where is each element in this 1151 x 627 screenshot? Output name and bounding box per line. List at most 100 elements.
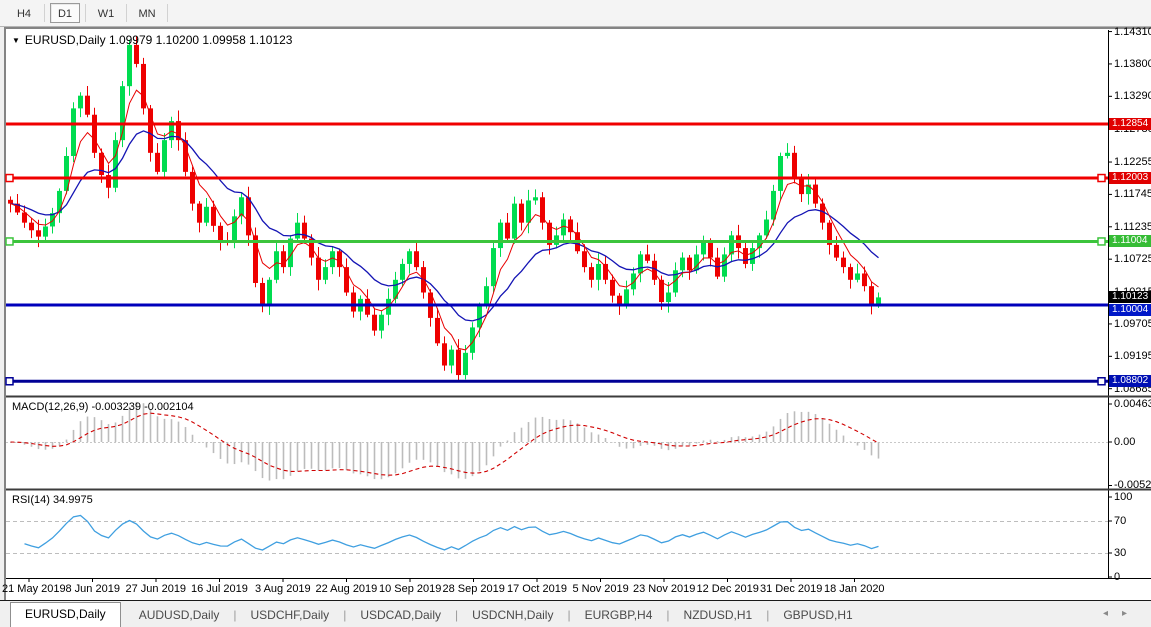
candle-body xyxy=(197,203,202,223)
timeframe-toolbar: H4 D1 W1 MN xyxy=(0,0,1151,27)
rsi-axis-label: 70 xyxy=(1114,515,1127,527)
candle-body xyxy=(274,251,279,280)
candle-body xyxy=(92,114,97,153)
date-axis-label: 10 Sep 2019 xyxy=(379,583,442,595)
candle-body xyxy=(302,222,307,239)
line-drag-handle[interactable] xyxy=(1097,237,1106,246)
candle-body xyxy=(36,230,41,237)
candle-body xyxy=(624,289,629,306)
rsi-line xyxy=(24,514,879,551)
candle-body xyxy=(463,352,468,376)
candle-body xyxy=(71,108,76,156)
chart-tab-audusd-daily[interactable]: AUDUSD,Daily xyxy=(138,608,220,622)
candle-body xyxy=(281,251,286,268)
candle-body xyxy=(449,349,454,366)
candle-body xyxy=(372,314,377,331)
candle-body xyxy=(750,248,755,264)
price-line-badge: 1.10004 xyxy=(1109,303,1151,316)
candle-body xyxy=(561,219,566,236)
candle-body xyxy=(155,152,160,172)
date-axis-label: 23 Nov 2019 xyxy=(633,583,696,595)
tab-separator: | xyxy=(766,608,770,622)
candle-body xyxy=(743,248,748,264)
price-line-badge: 1.11004 xyxy=(1109,235,1151,248)
candle-body xyxy=(323,267,328,280)
candle-body xyxy=(141,63,146,109)
line-drag-handle[interactable] xyxy=(5,173,14,183)
price-axis-label: 1.12255 xyxy=(1114,156,1151,169)
candle-body xyxy=(365,298,370,315)
candle-body xyxy=(533,197,538,201)
chart-tab-usdchf-daily[interactable]: USDCHF,Daily xyxy=(250,608,330,622)
line-drag-handle[interactable] xyxy=(1097,377,1106,386)
price-axis-label: 1.14310 xyxy=(1114,25,1151,38)
date-axis-label: 8 Jun 2019 xyxy=(65,583,120,595)
line-drag-handle[interactable] xyxy=(5,237,14,246)
chart-tab-nzdusd-h1[interactable]: NZDUSD,H1 xyxy=(683,608,753,622)
candle-body xyxy=(498,222,503,249)
rsi-indicator-label: RSI(14) 34.9975 xyxy=(12,494,93,506)
candle-body xyxy=(610,279,615,296)
main-macd-separator[interactable] xyxy=(6,395,1151,398)
timeframe-button-w1[interactable]: W1 xyxy=(91,3,121,23)
candle-body xyxy=(64,156,69,191)
candle-body xyxy=(855,273,860,280)
candle-body xyxy=(106,175,111,188)
candle-body xyxy=(393,279,398,299)
candle-body xyxy=(78,95,83,109)
price-axis-label: 1.09195 xyxy=(1114,350,1151,363)
candle-body xyxy=(134,44,139,64)
line-drag-handle[interactable] xyxy=(1097,173,1106,183)
candle-body xyxy=(820,203,825,223)
candle-body xyxy=(778,156,783,191)
candle-body xyxy=(232,216,237,243)
candle-body xyxy=(211,206,216,226)
chart-tab-eurgbp-h4[interactable]: EURGBP,H4 xyxy=(584,608,653,622)
horizontal-lines-layer[interactable] xyxy=(5,122,1108,386)
candle-body xyxy=(631,273,636,290)
macd-rsi-separator[interactable] xyxy=(6,488,1151,491)
candle-body xyxy=(477,305,482,328)
tab-scroll-arrows[interactable]: ◂▸ xyxy=(1102,608,1141,619)
candle-body xyxy=(316,257,321,280)
date-axis-label: 28 Sep 2019 xyxy=(442,583,505,595)
candle-body xyxy=(876,297,881,307)
price-line-badge: 1.08802 xyxy=(1109,375,1151,388)
candle-body xyxy=(848,267,853,280)
date-axis-label: 21 May 2019 xyxy=(2,583,66,595)
chart-ohlc-values: 1.09979 1.10200 1.09958 1.10123 xyxy=(108,33,293,47)
candle-body xyxy=(351,292,356,312)
chart-tab-usdcnh-daily[interactable]: USDCNH,Daily xyxy=(472,608,554,622)
line-drag-handle[interactable] xyxy=(5,377,14,386)
timeframe-button-h4[interactable]: H4 xyxy=(9,3,39,23)
candles-layer[interactable] xyxy=(8,36,881,382)
rsi-axis-label: 30 xyxy=(1114,547,1127,559)
chart-title-dropdown-icon[interactable]: ▼ xyxy=(12,36,20,45)
candle-body xyxy=(582,251,587,268)
candle-body xyxy=(659,279,664,303)
chart-tab-eurusd-daily[interactable]: EURUSD,Daily xyxy=(10,602,121,627)
candle-body xyxy=(806,184,811,195)
timeframe-button-d1[interactable]: D1 xyxy=(50,3,80,23)
chart-tab-usdcad-daily[interactable]: USDCAD,Daily xyxy=(360,608,441,622)
candle-body xyxy=(22,212,27,223)
price-axis-label: 1.10725 xyxy=(1114,253,1151,266)
candle-body xyxy=(267,279,272,306)
candle-body xyxy=(771,190,776,220)
candle-body xyxy=(694,254,699,271)
price-line-badge: 1.12003 xyxy=(1109,172,1151,185)
timeframe-button-mn[interactable]: MN xyxy=(132,3,162,23)
candle-body xyxy=(834,244,839,258)
candle-body xyxy=(701,241,706,255)
candle-body xyxy=(456,349,461,376)
chart-tab-gbpusd-h1[interactable]: GBPUSD,H1 xyxy=(783,608,853,622)
candle-body xyxy=(841,257,846,268)
candle-body xyxy=(519,203,524,223)
macd-layer xyxy=(10,401,880,481)
candle-body xyxy=(239,197,244,217)
rsi-axis-label: 100 xyxy=(1114,491,1133,503)
date-axis-label: 12 Dec 2019 xyxy=(696,583,759,595)
date-axis-label: 5 Nov 2019 xyxy=(572,583,629,595)
price-axis-label: 1.13290 xyxy=(1114,90,1151,103)
